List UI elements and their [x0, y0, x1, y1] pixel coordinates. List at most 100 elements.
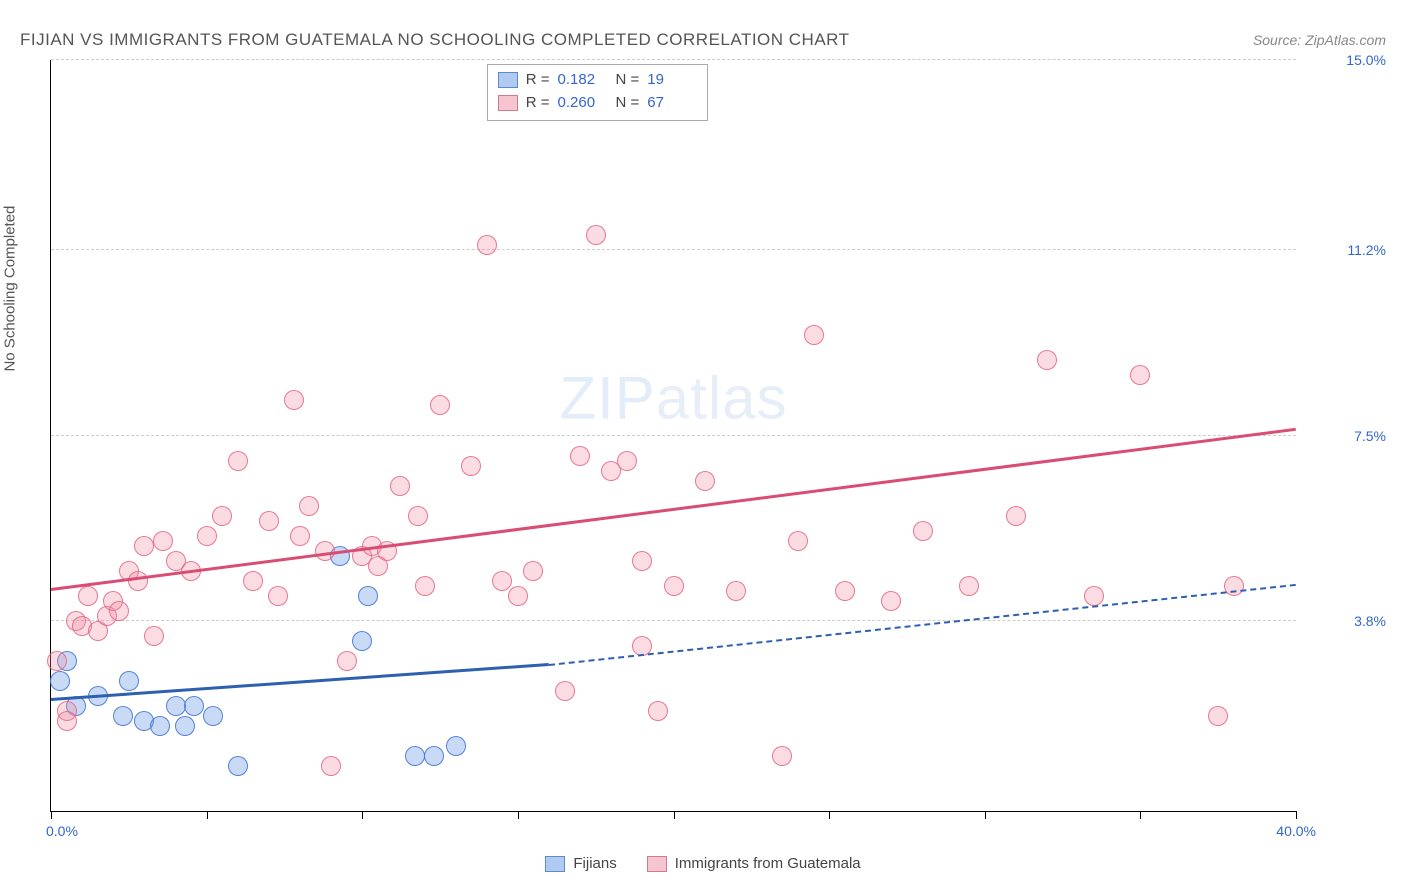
data-point	[109, 601, 129, 621]
chart-container: No Schooling Completed ZIPatlas R = 0.18…	[50, 60, 1386, 832]
legend-label-2: Immigrants from Guatemala	[675, 855, 861, 872]
data-point	[570, 446, 590, 466]
x-label-min: 0.0%	[46, 823, 78, 839]
data-point	[523, 561, 543, 581]
data-point	[321, 756, 341, 776]
data-point	[352, 631, 372, 651]
r-value-1: 0.182	[558, 69, 608, 92]
data-point	[804, 325, 824, 345]
watermark-atlas: atlas	[656, 364, 788, 431]
data-point	[1208, 706, 1228, 726]
stats-row-1: R = 0.182 N = 19	[498, 69, 698, 92]
data-point	[128, 571, 148, 591]
legend-label-1: Fijians	[573, 855, 616, 872]
swatch-blue-icon	[498, 72, 518, 88]
x-tick	[985, 811, 986, 819]
data-point	[405, 746, 425, 766]
stats-box: R = 0.182 N = 19 R = 0.260 N = 67	[487, 64, 709, 121]
data-point	[50, 671, 70, 691]
data-point	[446, 736, 466, 756]
data-point	[212, 506, 232, 526]
data-point	[632, 551, 652, 571]
data-point	[175, 716, 195, 736]
data-point	[959, 576, 979, 596]
data-point	[228, 756, 248, 776]
n-value-2: 67	[647, 92, 697, 115]
watermark-zip: ZIP	[559, 364, 655, 431]
data-point	[1037, 350, 1057, 370]
grid-line	[51, 249, 1296, 250]
data-point	[881, 591, 901, 611]
bottom-legend: Fijians Immigrants from Guatemala	[0, 855, 1406, 872]
data-point	[134, 536, 154, 556]
chart-title: FIJIAN VS IMMIGRANTS FROM GUATEMALA NO S…	[20, 30, 850, 50]
swatch-blue-icon	[545, 856, 565, 872]
grid-line	[51, 59, 1296, 60]
data-point	[461, 456, 481, 476]
data-point	[415, 576, 435, 596]
data-point	[284, 390, 304, 410]
data-point	[1006, 506, 1026, 526]
x-tick	[829, 811, 830, 819]
data-point	[835, 581, 855, 601]
data-point	[1084, 586, 1104, 606]
x-tick	[1296, 811, 1297, 819]
r-label: R =	[526, 69, 550, 92]
watermark: ZIPatlas	[559, 363, 787, 432]
data-point	[586, 225, 606, 245]
data-point	[184, 696, 204, 716]
data-point	[390, 476, 410, 496]
x-tick	[1140, 811, 1141, 819]
swatch-pink-icon	[498, 95, 518, 111]
data-point	[358, 586, 378, 606]
grid-line	[51, 435, 1296, 436]
legend-item-2: Immigrants from Guatemala	[647, 855, 861, 872]
data-point	[57, 711, 77, 731]
data-point	[153, 531, 173, 551]
data-point	[424, 746, 444, 766]
data-point	[617, 451, 637, 471]
stats-row-2: R = 0.260 N = 67	[498, 92, 698, 115]
data-point	[695, 471, 715, 491]
data-point	[113, 706, 133, 726]
data-point	[268, 586, 288, 606]
data-point	[508, 586, 528, 606]
legend-item-1: Fijians	[545, 855, 616, 872]
data-point	[788, 531, 808, 551]
data-point	[913, 521, 933, 541]
data-point	[648, 701, 668, 721]
y-axis-title: No Schooling Completed	[2, 206, 19, 372]
data-point	[664, 576, 684, 596]
n-value-1: 19	[647, 69, 697, 92]
data-point	[1130, 365, 1150, 385]
trend-line-blue-dashed	[549, 584, 1296, 666]
data-point	[315, 541, 335, 561]
swatch-pink-icon	[647, 856, 667, 872]
x-tick	[362, 811, 363, 819]
data-point	[408, 506, 428, 526]
x-tick	[518, 811, 519, 819]
data-point	[555, 681, 575, 701]
data-point	[430, 395, 450, 415]
data-point	[726, 581, 746, 601]
data-point	[337, 651, 357, 671]
data-point	[228, 451, 248, 471]
data-point	[772, 746, 792, 766]
plot-area: ZIPatlas R = 0.182 N = 19 R = 0.260 N = …	[50, 60, 1296, 812]
y-tick-label: 7.5%	[1301, 428, 1386, 444]
source: Source: ZipAtlas.com	[1253, 32, 1386, 48]
data-point	[477, 235, 497, 255]
x-tick	[51, 811, 52, 819]
source-label: Source:	[1253, 32, 1301, 48]
y-tick-label: 11.2%	[1301, 242, 1386, 258]
x-tick	[207, 811, 208, 819]
data-point	[299, 496, 319, 516]
x-label-max: 40.0%	[1276, 823, 1316, 839]
data-point	[492, 571, 512, 591]
data-point	[119, 671, 139, 691]
data-point	[290, 526, 310, 546]
data-point	[166, 696, 186, 716]
data-point	[243, 571, 263, 591]
data-point	[47, 651, 67, 671]
data-point	[150, 716, 170, 736]
